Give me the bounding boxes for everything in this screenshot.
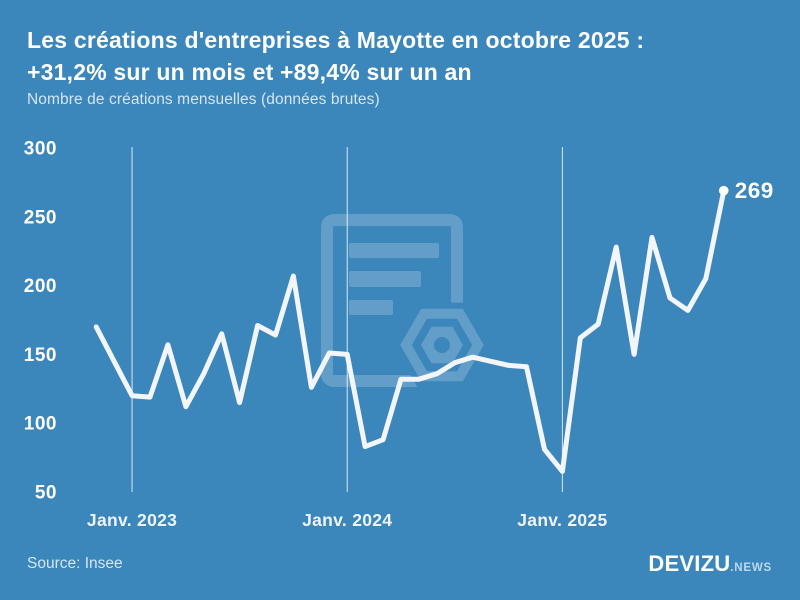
y-tick-label: 250 bbox=[24, 207, 57, 228]
x-tick-label: Janv. 2024 bbox=[302, 510, 392, 530]
brand-logo: DEVIZU.NEWS bbox=[648, 551, 772, 577]
watermark-text-bar bbox=[349, 300, 393, 315]
watermark-hexagon-inner bbox=[421, 326, 463, 364]
y-tick-label: 300 bbox=[24, 139, 57, 160]
watermark-text-bar bbox=[349, 243, 439, 258]
brand-suffix: .NEWS bbox=[730, 562, 772, 574]
watermark-text-bar bbox=[349, 271, 421, 287]
page-title: Les créations d'entreprises à Mayotte en… bbox=[27, 24, 644, 88]
gridlines-layer: Janv. 2023 Janv. 2024 Janv. 2025 bbox=[87, 147, 607, 530]
title-line-1: Les créations d'entreprises à Mayotte en… bbox=[27, 27, 645, 53]
title-line-2: +31,2% sur un mois et +89,4% sur un an bbox=[27, 59, 472, 85]
series-layer: 269 bbox=[93, 178, 774, 474]
document-watermark-icon bbox=[321, 214, 463, 387]
x-tick-label: Janv. 2023 bbox=[87, 510, 177, 530]
y-tick-label: 100 bbox=[24, 414, 57, 435]
watermark-hexagon-outer bbox=[400, 308, 484, 382]
series-end-dot bbox=[718, 185, 729, 196]
y-axis-labels-layer: 300 250 200 150 100 50 bbox=[24, 139, 57, 504]
brand-name: DEVIZU bbox=[648, 551, 731, 576]
watermark-seal-halo bbox=[393, 302, 491, 388]
x-tick-label: Janv. 2025 bbox=[517, 510, 607, 530]
y-tick-label: 150 bbox=[24, 345, 57, 366]
series-line bbox=[93, 188, 727, 474]
series-end-label: 269 bbox=[735, 178, 774, 203]
watermark-document-outline bbox=[321, 214, 463, 387]
chart-subtitle: Nombre de créations mensuelles (données … bbox=[27, 91, 380, 108]
y-tick-label: 50 bbox=[35, 483, 57, 504]
y-tick-label: 200 bbox=[24, 276, 57, 297]
source-credit: Source: Insee bbox=[27, 555, 123, 572]
seal-watermark-icon bbox=[400, 308, 484, 382]
